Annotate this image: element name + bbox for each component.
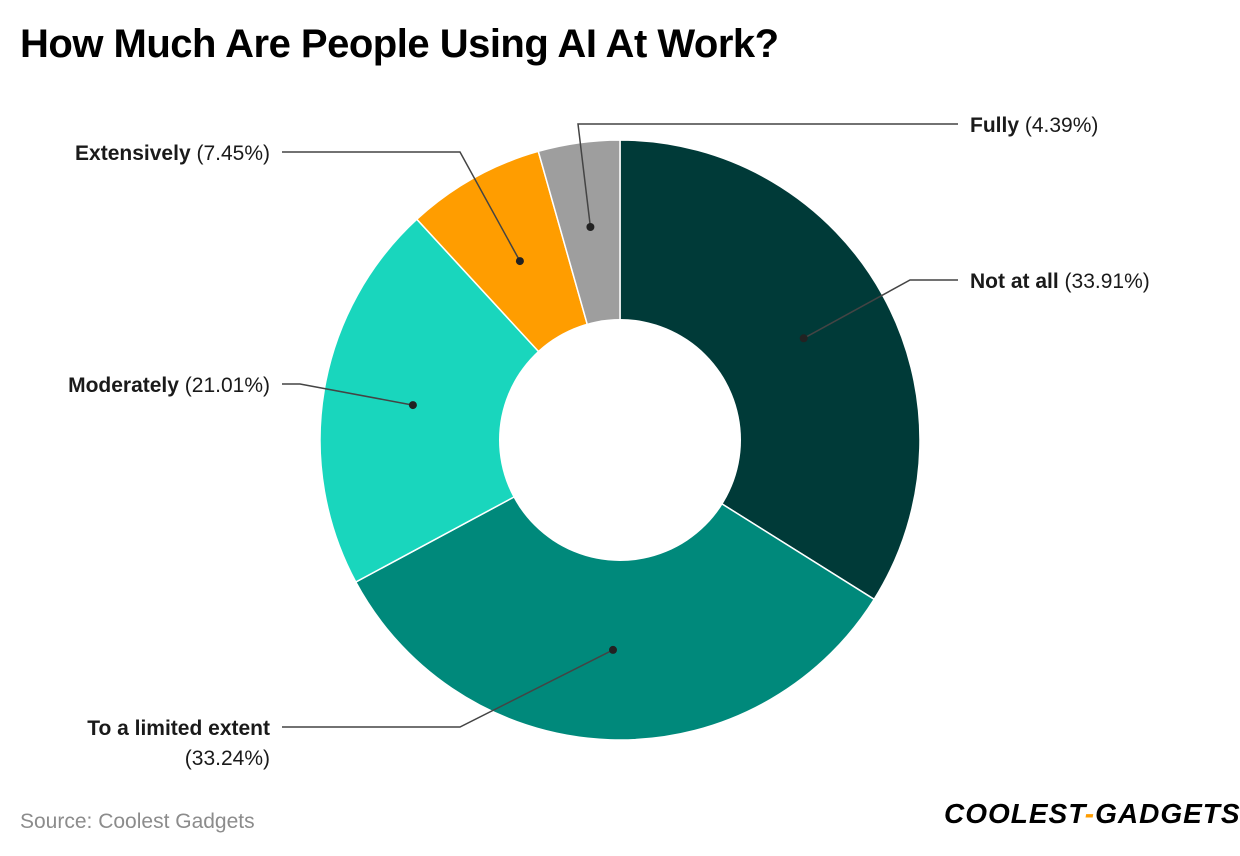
label-value-moderately: (21.01%) <box>179 374 270 397</box>
label-value-not-at-all: (33.91%) <box>1059 270 1150 293</box>
slice-labels: Not at all (33.91%) To a limited extent (3… <box>68 114 1150 770</box>
source-note: Source: Coolest Gadgets <box>20 810 255 833</box>
brand-logo: COOLEST-GADGETS <box>944 798 1240 830</box>
leader-dot-to-a-limited-extent <box>609 645 617 654</box>
brand-logo-dash: - <box>1084 798 1096 829</box>
leader-dot-not-at-all <box>799 334 808 343</box>
brand-logo-part1: COOLEST <box>944 798 1085 829</box>
leader-line-to-a-limited-extent <box>282 649 614 728</box>
label-extensively: Extensively (7.45%) <box>75 142 270 165</box>
label-name-moderately: Moderately <box>68 374 179 397</box>
label-name-extensively: Extensively <box>75 142 191 165</box>
label-value-to-a-limited-extent: (33.24%) <box>185 747 270 770</box>
leader-line-fully <box>577 123 958 228</box>
slice-moderately <box>319 218 622 584</box>
slice-to-a-limited-extent <box>354 439 876 741</box>
leader-dot-extensively <box>515 257 524 266</box>
label-name-not-at-all: Not at all <box>970 270 1059 293</box>
leader-line-extensively <box>282 151 521 262</box>
label-to-a-limited-extent: To a limited extent (33.24%) <box>87 717 270 770</box>
label-name-to-a-limited-extent: To a limited extent <box>87 717 270 740</box>
leader-line-moderately <box>282 383 414 406</box>
label-value-fully: (4.39%) <box>1019 114 1098 137</box>
chart-title: How Much Are People Using AI At Work? <box>20 22 779 66</box>
donut-hole <box>499 319 741 561</box>
leader-lines <box>282 123 958 728</box>
label-name-fully: Fully <box>970 114 1019 137</box>
label-moderately: Moderately (21.01%) <box>68 374 270 397</box>
leader-dot-moderately <box>408 401 417 410</box>
leader-line-not-at-all <box>803 279 958 339</box>
leader-dot-fully <box>586 223 595 231</box>
brand-logo-part2: GADGETS <box>1095 798 1240 829</box>
label-fully: Fully (4.39%) <box>970 114 1098 137</box>
label-value-extensively: (7.45%) <box>191 142 270 165</box>
label-not-at-all: Not at all (33.91%) <box>970 270 1150 293</box>
